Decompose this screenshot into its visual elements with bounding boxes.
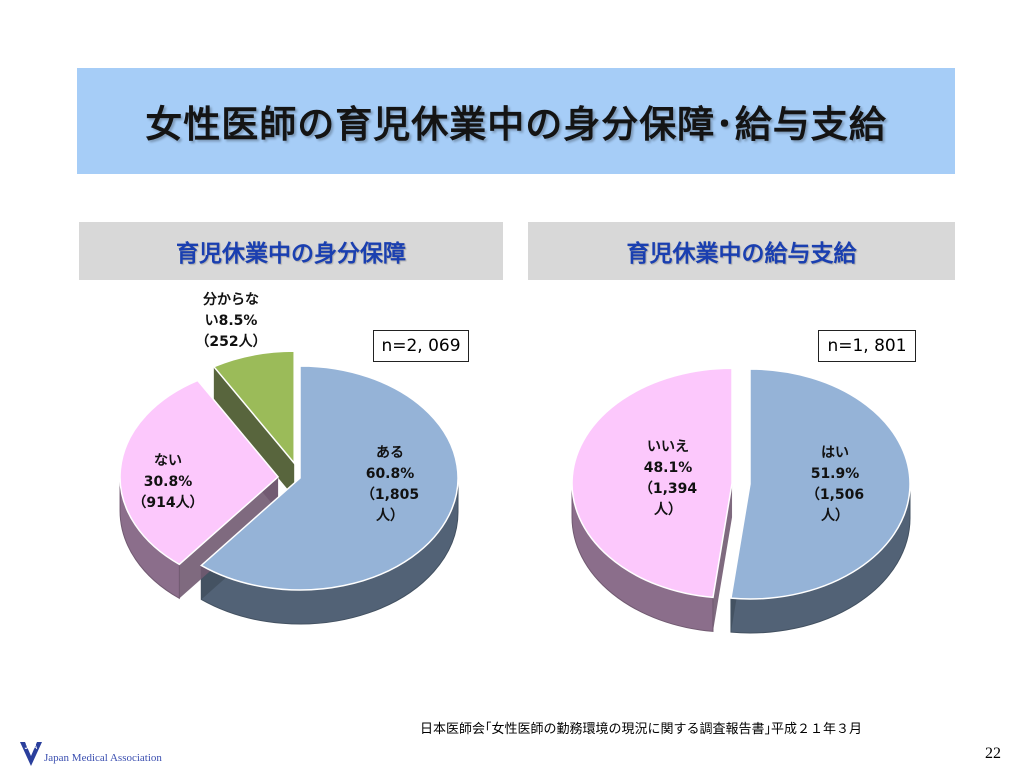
- chart-1-slice-unknown-label: 分からな い8.5% （252人）: [188, 290, 274, 353]
- chart-2-slice-iie-count-2: 人）: [654, 502, 682, 518]
- logo-lettering: JMA: [25, 745, 38, 751]
- title-banner: 女性医師の育児休業中の身分保障･給与支給: [77, 68, 955, 174]
- chart-2-sample-size: n=1, 801: [818, 330, 916, 362]
- chart-1-slice-unknown-name: 分からな: [203, 292, 259, 308]
- chart-1-slice-unknown-name-2: い: [204, 313, 219, 329]
- chart-1-slice-unknown-count: （252人）: [195, 334, 267, 350]
- chart-1-slice-1-wall-0: [179, 476, 279, 599]
- chart-1-slice-aru-percent: 60.8%: [365, 466, 415, 482]
- chart-1-slice-2-wall-0: [213, 366, 295, 498]
- chart-2-slice-hai-count: （1,506: [805, 487, 865, 503]
- chart-2-slice-hai-label: はい 51.9% （1,506 人）: [795, 443, 875, 527]
- chart-2-slice-iie-name: いいえ: [647, 439, 689, 455]
- chart-1-title: 育児休業中の身分保障: [79, 222, 503, 280]
- slide-title: 女性医師の育児休業中の身分保障･給与支給: [145, 103, 887, 146]
- chart-1-slice-nai-name: ない: [154, 453, 182, 469]
- chart-2-slice-hai-count-2: 人）: [821, 508, 849, 524]
- chart-1-sample-size: n=2, 069: [373, 330, 469, 362]
- chart-2-slice-iie-percent: 48.1%: [643, 460, 693, 476]
- chart-1-slice-1: [119, 379, 280, 566]
- chart-2-slice-iie-label: いいえ 48.1% （1,394 人）: [628, 437, 708, 521]
- organization-name: Japan Medical Association: [44, 752, 162, 764]
- source-citation: 日本医師会｢女性医師の勤務環境の現況に関する調査報告書｣平成２１年３月: [420, 722, 863, 737]
- chart-1-slice-aru-label: ある 60.8% （1,805 人）: [350, 443, 430, 527]
- chart-2-title: 育児休業中の給与支給: [528, 222, 955, 280]
- chart-2-slice-0: [730, 368, 911, 600]
- chart-1-slice-nai-label: ない 30.8% （914人）: [118, 451, 218, 514]
- chart-1-slice-0: [200, 365, 459, 591]
- chart-2-slice-1: [571, 367, 733, 599]
- chart-1-slice-2: [212, 350, 295, 466]
- chart-2-slice-hai-percent: 51.9%: [810, 466, 860, 482]
- chart-1-slice-unknown-percent: 8.5%: [218, 313, 258, 329]
- chart-1-slice-aru-count-2: 人）: [376, 508, 404, 524]
- chart-1-slice-nai-count: （914人）: [132, 495, 204, 511]
- chart-2-slice-hai-name: はい: [821, 445, 849, 461]
- chart-2-slice-1-wall-0: [712, 483, 733, 632]
- chart-1-slice-aru-name: ある: [376, 445, 404, 461]
- chart-1-slice-nai-percent: 30.8%: [143, 474, 193, 490]
- jma-logo-icon: JMA: [20, 742, 42, 766]
- chart-2-slice-iie-count: （1,394: [638, 481, 698, 497]
- chart-1-slice-aru-count: （1,805: [360, 487, 420, 503]
- page-number: 22: [985, 745, 1001, 762]
